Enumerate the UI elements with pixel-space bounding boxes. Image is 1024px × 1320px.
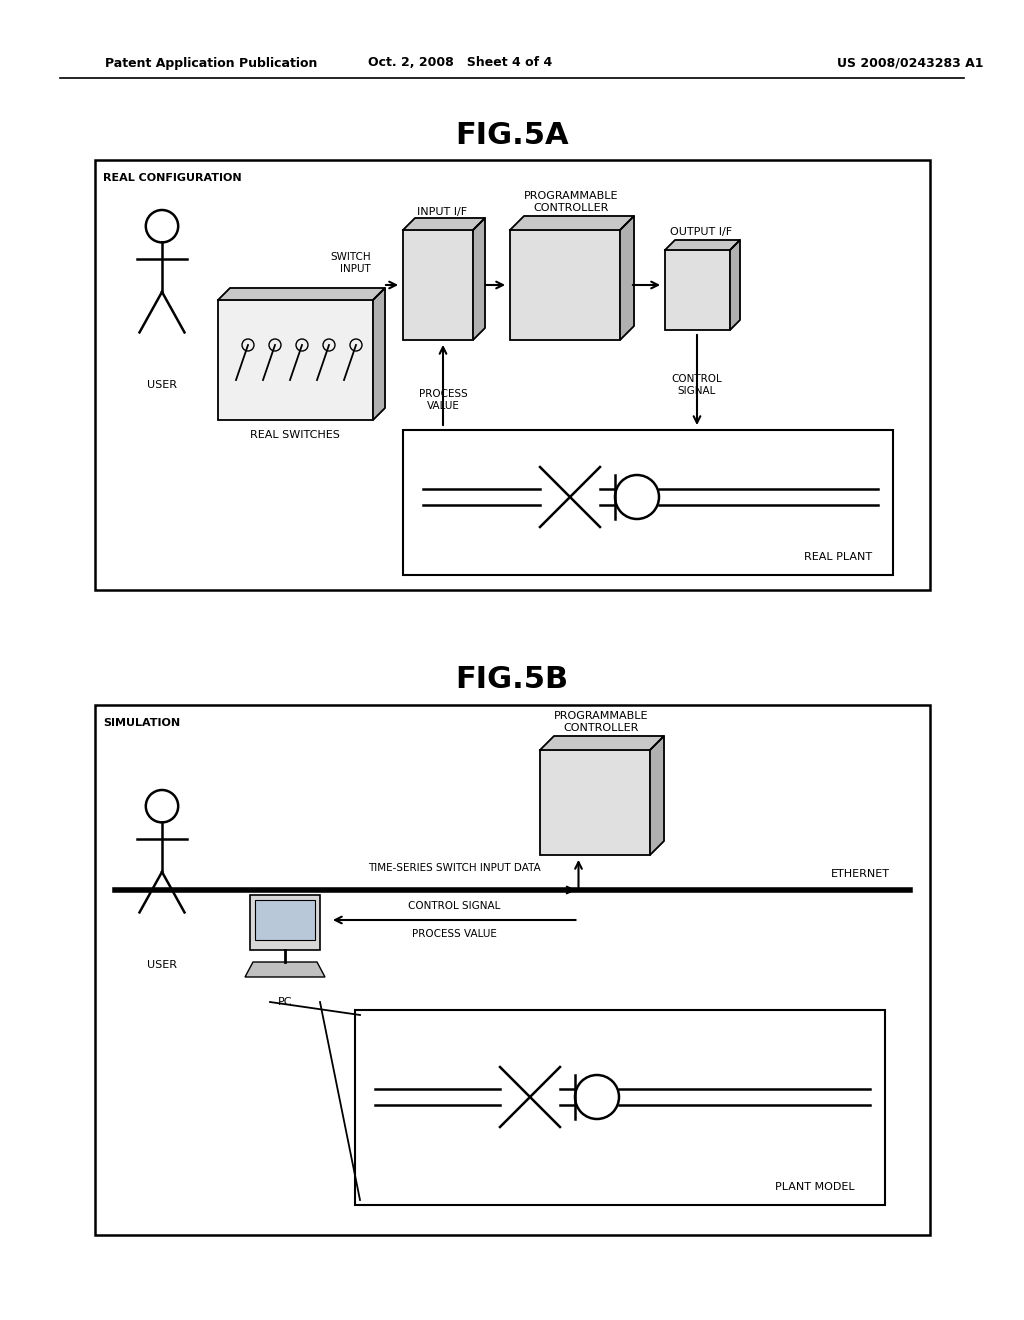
Bar — [510, 230, 620, 341]
Text: USER: USER — [147, 960, 177, 970]
Bar — [218, 300, 373, 420]
Text: SWITCH
INPUT: SWITCH INPUT — [331, 252, 371, 273]
Text: Patent Application Publication: Patent Application Publication — [105, 57, 317, 70]
Polygon shape — [650, 737, 664, 855]
Bar — [355, 1010, 885, 1205]
Polygon shape — [245, 962, 325, 977]
Text: PROGRAMMABLE
CONTROLLER: PROGRAMMABLE CONTROLLER — [523, 191, 618, 213]
Polygon shape — [373, 288, 385, 420]
Text: PROCESS
VALUE: PROCESS VALUE — [419, 389, 467, 411]
Text: REAL CONFIGURATION: REAL CONFIGURATION — [103, 173, 242, 183]
Text: REAL SWITCHES: REAL SWITCHES — [250, 430, 340, 440]
Text: PLANT MODEL: PLANT MODEL — [775, 1181, 855, 1192]
Bar — [540, 750, 650, 855]
Text: SIMULATION: SIMULATION — [103, 718, 180, 729]
Bar — [95, 160, 930, 590]
Bar — [403, 430, 893, 576]
Text: PROCESS VALUE: PROCESS VALUE — [412, 929, 497, 939]
Polygon shape — [510, 216, 634, 230]
Polygon shape — [540, 737, 664, 750]
Polygon shape — [403, 218, 485, 230]
Bar — [403, 230, 473, 341]
Bar — [665, 249, 730, 330]
Text: ETHERNET: ETHERNET — [831, 869, 890, 879]
Polygon shape — [620, 216, 634, 341]
Text: OUTPUT I/F: OUTPUT I/F — [670, 227, 732, 238]
Text: CONTROL SIGNAL: CONTROL SIGNAL — [408, 902, 500, 911]
Text: PC: PC — [278, 997, 292, 1007]
Bar — [95, 705, 930, 1236]
Text: FIG.5B: FIG.5B — [456, 665, 568, 694]
Text: PROGRAMMABLE
CONTROLLER: PROGRAMMABLE CONTROLLER — [554, 711, 648, 733]
Text: Oct. 2, 2008   Sheet 4 of 4: Oct. 2, 2008 Sheet 4 of 4 — [368, 57, 552, 70]
Polygon shape — [473, 218, 485, 341]
Text: REAL PLANT: REAL PLANT — [804, 552, 872, 562]
Polygon shape — [730, 240, 740, 330]
Polygon shape — [218, 288, 385, 300]
Text: INPUT I/F: INPUT I/F — [417, 207, 467, 216]
Text: FIG.5A: FIG.5A — [456, 120, 568, 149]
Bar — [255, 900, 315, 940]
Text: USER: USER — [147, 380, 177, 389]
Text: CONTROL
SIGNAL: CONTROL SIGNAL — [672, 374, 722, 396]
Text: US 2008/0243283 A1: US 2008/0243283 A1 — [837, 57, 983, 70]
Polygon shape — [665, 240, 740, 249]
Text: TIME-SERIES SWITCH INPUT DATA: TIME-SERIES SWITCH INPUT DATA — [368, 863, 541, 873]
Bar — [250, 895, 319, 950]
